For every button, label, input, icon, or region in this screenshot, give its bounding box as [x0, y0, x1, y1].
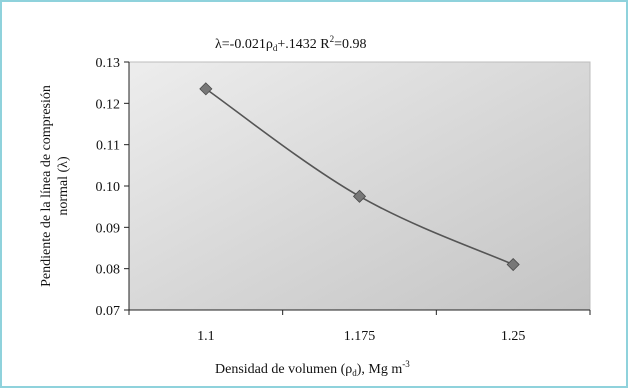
plot-area: [128, 61, 591, 311]
x-tick-label: 1.1: [197, 329, 215, 344]
x-tick-labels: 1.1 1.175 1.25: [128, 310, 591, 344]
y-tick-label: 0.07: [96, 304, 121, 319]
data-point-marker: [506, 257, 520, 272]
data-point-marker: [352, 189, 367, 203]
chart-equation: λ=-0.021ρd+.1432 R2=0.98: [215, 34, 366, 53]
x-tick-label: 1.175: [344, 329, 376, 344]
series-lambda: [199, 82, 520, 272]
y-tick-label: 0.10: [96, 180, 121, 195]
y-axis-label-line1: Pendiente de la línea de compresión: [39, 85, 54, 287]
y-tick-label: 0.11: [96, 139, 120, 154]
y-axis-label: Pendiente de la línea de compresión norm…: [39, 85, 71, 287]
y-axis-label-line2: normal (λ): [56, 156, 71, 216]
data-point-marker: [199, 82, 213, 96]
x-tick-label: 1.25: [501, 329, 526, 344]
y-tick-label: 0.12: [96, 97, 121, 112]
x-axis-label: Densidad de volumen (ρd), Mg m-3: [215, 359, 410, 378]
y-tick-label: 0.08: [96, 263, 121, 278]
y-tick-labels: 0.07 0.08 0.09 0.10 0.11 0.12 0.13: [96, 56, 129, 319]
y-tick-label: 0.09: [96, 221, 121, 236]
y-tick-label: 0.13: [96, 56, 121, 71]
